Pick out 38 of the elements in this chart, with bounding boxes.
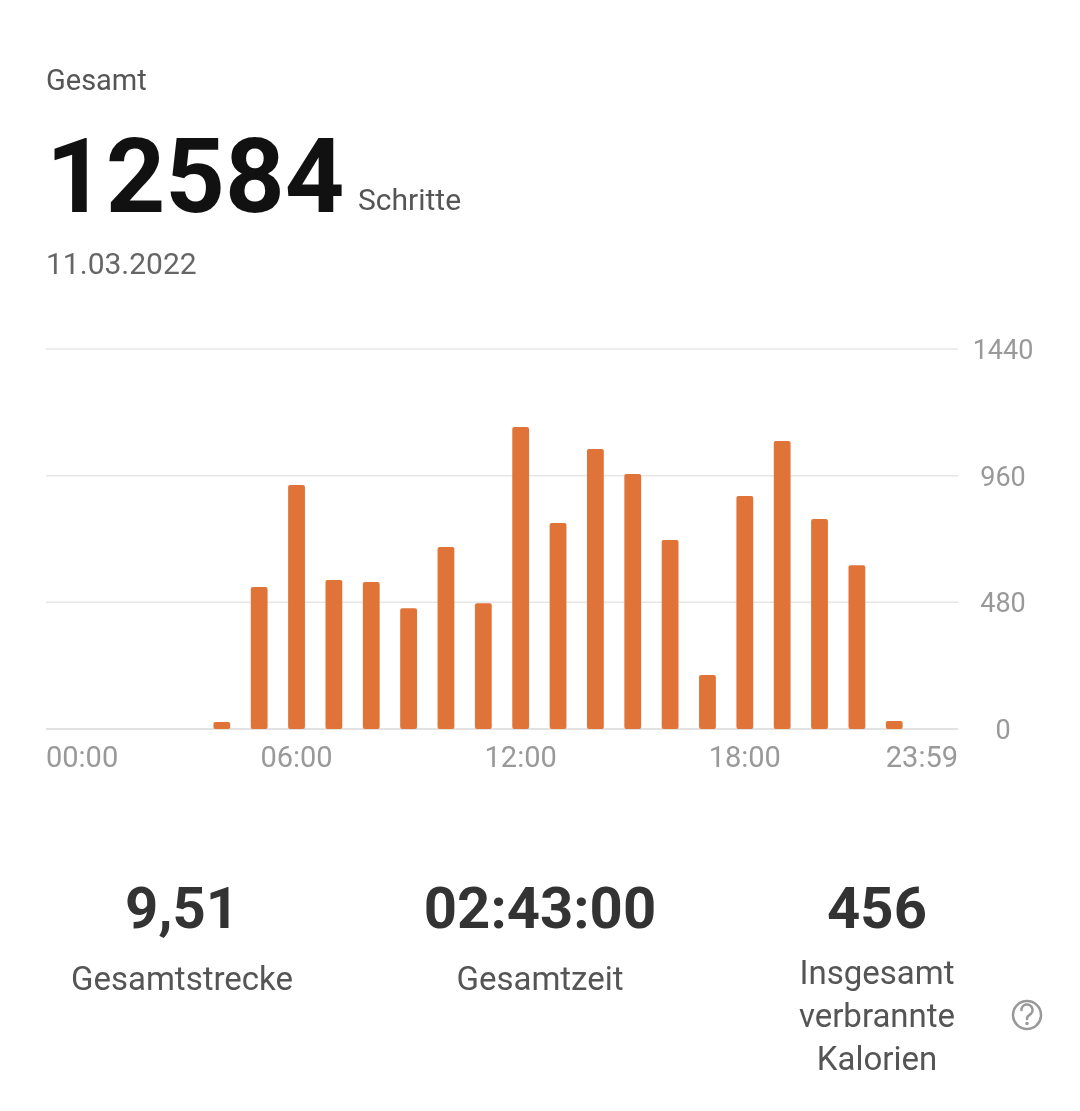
bar — [811, 518, 828, 729]
text: 02:43:00 — [423, 874, 657, 942]
text: Gesamtzeit — [456, 959, 624, 998]
text: Gesamtstrecke — [70, 959, 294, 998]
text: 12584 — [46, 116, 345, 237]
bar — [549, 522, 567, 729]
bar — [586, 449, 604, 729]
bar — [288, 484, 305, 729]
x-tick-label: 12:00 — [484, 740, 557, 774]
x-tick-label: 00:00 — [46, 740, 119, 774]
x-tick-label: 18:00 — [708, 740, 781, 774]
bar — [848, 565, 866, 729]
bar — [362, 582, 380, 729]
y-tick-label: 0 — [995, 714, 1011, 746]
bar — [250, 587, 268, 729]
y-tick-label: 480 — [980, 587, 1026, 620]
bar — [213, 721, 231, 729]
bar — [512, 427, 530, 729]
bar — [325, 579, 343, 729]
text: 456 — [827, 874, 927, 942]
bar — [699, 674, 716, 729]
text: Insgesamt verbrannte Kalorien — [798, 953, 956, 1078]
bar — [885, 721, 903, 729]
x-tick-label: 06:00 — [260, 740, 333, 774]
text: 11.03.2022 — [46, 246, 197, 281]
text: Gesamt — [46, 63, 147, 97]
bar — [624, 474, 642, 729]
bar — [773, 441, 791, 729]
y-tick-label: 960 — [980, 460, 1026, 493]
bar — [474, 603, 492, 729]
bar — [437, 546, 455, 729]
y-tick-label: 1440 — [972, 334, 1034, 366]
bar — [400, 608, 418, 729]
text: Schritte — [358, 182, 462, 217]
x-tick-label: 23:59 — [885, 740, 958, 774]
text: 9,51 — [124, 874, 240, 942]
bar — [661, 540, 679, 729]
bar — [736, 495, 754, 729]
